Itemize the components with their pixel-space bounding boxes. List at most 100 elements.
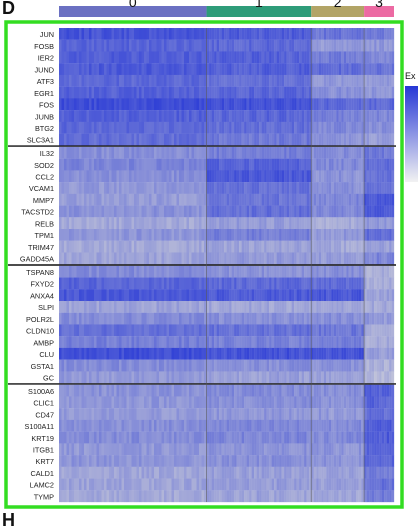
heatmap-cell xyxy=(79,312,82,325)
heatmap-cell xyxy=(249,170,252,183)
heatmap-cell xyxy=(106,252,110,265)
heatmap-cell xyxy=(204,300,207,313)
heatmap-cell xyxy=(284,347,287,360)
heatmap-cell xyxy=(59,63,62,76)
heatmap-cell xyxy=(69,277,72,290)
heatmap-cell xyxy=(236,384,240,397)
heatmap-cell xyxy=(99,121,102,134)
heatmap-cell xyxy=(126,408,130,421)
heatmap-cell xyxy=(299,51,302,64)
heatmap-cell xyxy=(279,63,282,76)
heatmap-cell xyxy=(284,300,287,313)
heatmap-cell xyxy=(114,240,117,253)
heatmap-cell xyxy=(149,419,152,432)
heatmap-cell xyxy=(249,408,252,421)
heatmap-cell xyxy=(124,347,127,360)
heatmap-cell xyxy=(371,39,375,52)
heatmap-cell xyxy=(214,265,217,278)
heatmap-cell xyxy=(236,133,240,146)
heatmap-cell xyxy=(61,63,65,76)
heatmap-cell xyxy=(161,170,165,183)
heatmap-cell xyxy=(358,396,362,409)
heatmap-cell xyxy=(284,205,287,218)
heatmap-cell xyxy=(186,396,190,409)
heatmap-cell xyxy=(261,229,265,241)
heatmap-cell xyxy=(121,384,125,397)
heatmap-cell xyxy=(381,63,385,76)
heatmap-cell xyxy=(161,336,165,349)
heatmap-cell xyxy=(351,300,354,313)
heatmap-cell xyxy=(164,265,167,278)
heatmap-cell xyxy=(239,170,242,183)
heatmap-cell xyxy=(306,170,310,183)
heatmap-cell xyxy=(343,300,347,313)
heatmap-cell xyxy=(166,312,170,325)
heatmap-cell xyxy=(343,121,347,134)
heatmap-cell xyxy=(109,133,112,146)
heatmap-cell xyxy=(274,384,277,397)
heatmap-cell xyxy=(214,312,217,325)
heatmap-cell xyxy=(106,205,110,218)
heatmap-cell xyxy=(369,312,372,325)
heatmap-cell xyxy=(111,146,115,159)
heatmap-cell xyxy=(338,133,342,146)
heatmap-cell xyxy=(154,182,157,194)
heatmap-cell xyxy=(184,28,187,40)
heatmap-cell xyxy=(171,443,175,456)
heatmap-cell xyxy=(333,51,337,64)
heatmap-cell xyxy=(151,252,155,265)
heatmap-cell xyxy=(84,419,87,432)
heatmap-cell xyxy=(321,240,324,253)
heatmap-cell xyxy=(221,300,225,313)
heatmap-cell xyxy=(306,277,310,290)
heatmap-cell xyxy=(353,158,357,171)
heatmap-cell xyxy=(276,347,280,360)
heatmap-cell xyxy=(204,182,207,194)
heatmap-cell xyxy=(318,28,322,40)
heatmap-cell xyxy=(101,371,105,384)
heatmap-cell xyxy=(321,74,324,87)
heatmap-cell xyxy=(274,324,277,337)
heatmap-cell xyxy=(74,133,77,146)
heatmap-cell xyxy=(231,205,235,218)
heatmap-cell xyxy=(291,98,295,111)
heatmap-cell xyxy=(369,277,372,290)
heatmap-cell xyxy=(356,182,359,194)
heatmap-cell xyxy=(146,170,150,183)
heatmap-cell xyxy=(94,431,97,444)
heatmap-cell xyxy=(226,133,230,146)
heatmap-cell xyxy=(391,300,395,313)
heatmap-cell xyxy=(236,324,240,337)
heatmap-cell xyxy=(196,86,200,99)
heatmap-cell xyxy=(101,98,105,111)
heatmap-cell xyxy=(194,359,197,372)
heatmap-cell xyxy=(269,371,272,384)
heatmap-cell xyxy=(99,300,102,313)
heatmap-cell xyxy=(251,158,255,171)
heatmap-cell xyxy=(264,347,267,360)
heatmap-cell xyxy=(164,86,167,99)
heatmap-cell xyxy=(146,51,150,64)
heatmap-cell xyxy=(216,312,220,325)
heatmap-cell xyxy=(149,265,152,278)
heatmap-cell xyxy=(229,121,232,134)
heatmap-cell xyxy=(311,419,314,432)
heatmap-cell xyxy=(69,74,72,87)
heatmap-cell xyxy=(244,146,247,159)
heatmap-cell xyxy=(81,289,85,302)
heatmap-cell xyxy=(358,63,362,76)
heatmap-cell xyxy=(304,371,307,384)
heatmap-cell xyxy=(191,300,195,313)
heatmap-cell xyxy=(144,98,147,111)
heatmap-cell xyxy=(79,121,82,134)
heatmap-cell xyxy=(281,277,285,290)
heatmap-cell xyxy=(224,205,227,218)
heatmap-cell xyxy=(136,28,140,40)
heatmap-cell xyxy=(276,182,280,194)
heatmap-cell xyxy=(131,443,135,456)
heatmap-cell xyxy=(171,217,175,230)
heatmap-cell xyxy=(109,359,112,372)
heatmap-cell xyxy=(139,74,142,87)
heatmap-cell xyxy=(351,371,354,384)
heatmap-cell xyxy=(304,146,307,159)
